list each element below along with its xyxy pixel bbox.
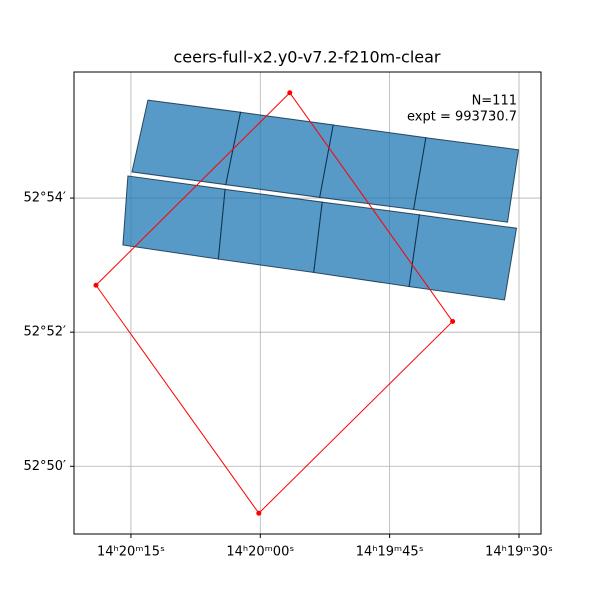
region-vertex xyxy=(450,318,456,324)
annotation: expt = 993730.7 xyxy=(407,110,517,125)
footprint xyxy=(122,175,226,260)
x-tick-label: 14ʰ20ᵐ00ˢ xyxy=(226,545,294,560)
y-tick-label: 52°54′ xyxy=(23,191,66,206)
region-vertex xyxy=(287,90,293,96)
footprint xyxy=(131,99,242,186)
footprint xyxy=(313,201,420,288)
plot-frame xyxy=(73,71,542,535)
footprint xyxy=(225,111,334,198)
region-vertex xyxy=(93,282,99,288)
chart-title: ceers-full-x2.y0-v7.2-f210m-clear xyxy=(173,48,440,67)
footprint xyxy=(319,124,427,211)
footprint xyxy=(217,188,323,274)
annotation: N=111 xyxy=(472,94,517,109)
footprint xyxy=(408,214,518,301)
y-tick-label: 52°52′ xyxy=(23,325,66,340)
x-tick-label: 14ʰ19ᵐ45ˢ xyxy=(356,545,424,560)
region-vertex xyxy=(256,510,262,516)
footprint xyxy=(413,137,520,223)
x-tick-label: 14ʰ19ᵐ30ˢ xyxy=(485,545,553,560)
x-tick-label: 14ʰ20ᵐ15ˢ xyxy=(97,545,165,560)
y-tick-label: 52°50′ xyxy=(23,459,66,474)
